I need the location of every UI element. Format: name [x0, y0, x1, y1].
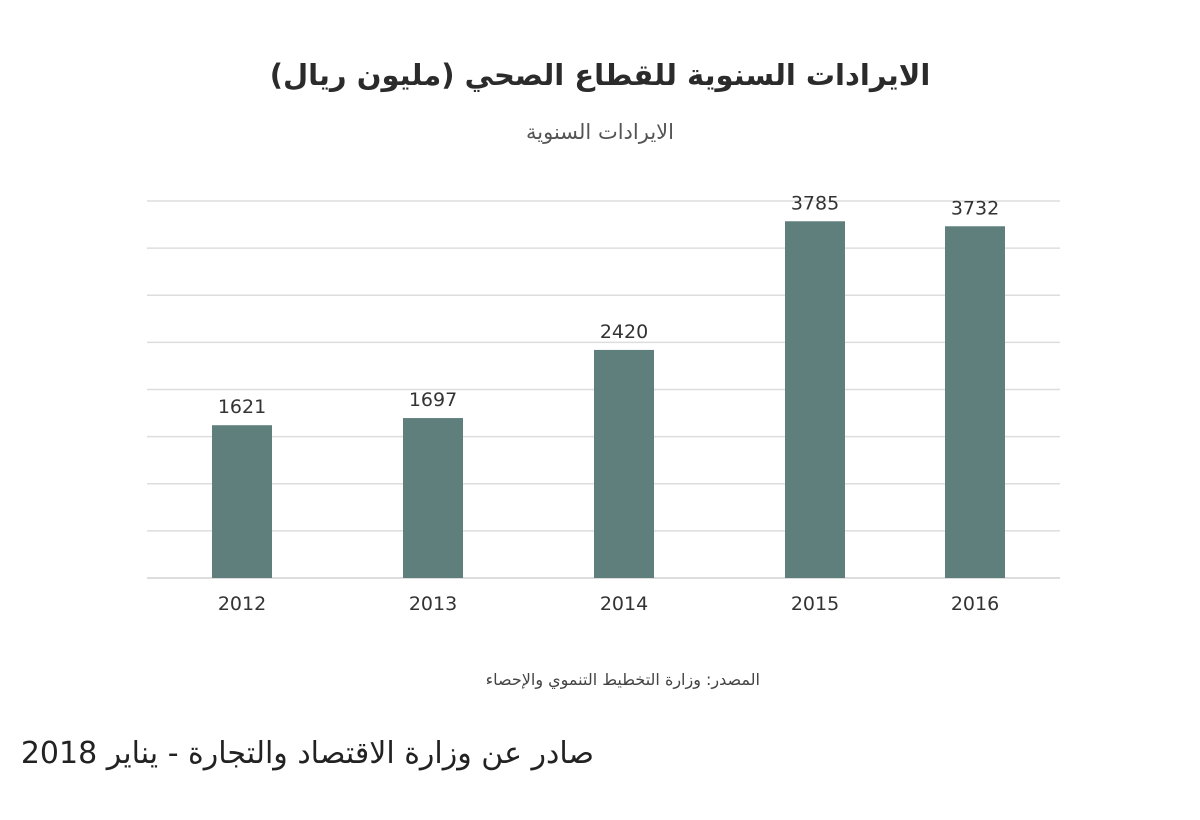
bar-2016 [945, 226, 1005, 578]
bar-2014 [594, 349, 654, 578]
x-tick-2013: 2013 [409, 593, 457, 615]
gridlines [147, 200, 1060, 579]
bar-2012 [212, 425, 272, 578]
data-label-2013: 1697 [409, 389, 457, 411]
data-label-2012: 1621 [218, 396, 266, 418]
data-label-2014: 2420 [600, 321, 648, 343]
chart-title: الايرادات السنوية للقطاع الصحي (مليون ري… [269, 58, 931, 92]
footer-note: صادر عن وزارة الاقتصاد والتجارة - يناير … [20, 736, 594, 771]
x-tick-2016: 2016 [951, 593, 999, 615]
x-axis-ticks: 2012 2013 2014 2015 2016 [218, 593, 999, 615]
bars [212, 221, 1005, 579]
x-tick-2015: 2015 [791, 593, 839, 615]
data-label-2015: 3785 [791, 192, 839, 214]
source-note: المصدر: وزارة التخطيط التنموي والإحصاء [485, 670, 760, 689]
data-labels: 1621 1697 2420 3785 3732 [218, 192, 999, 418]
bar-2015 [785, 221, 845, 579]
x-tick-2012: 2012 [218, 593, 266, 615]
bar-2013 [403, 418, 463, 578]
x-tick-2014: 2014 [600, 593, 648, 615]
chart-subtitle: الايرادات السنوية [526, 120, 674, 144]
data-label-2016: 3732 [951, 197, 999, 219]
